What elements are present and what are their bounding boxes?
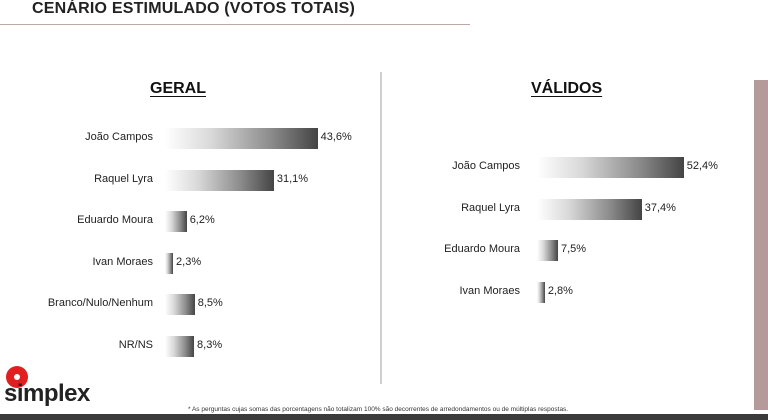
title-underline (0, 24, 470, 25)
bar-label: Ivan Moraes (459, 284, 520, 297)
bar (537, 198, 642, 220)
bar-value-label: 8,5% (197, 297, 223, 309)
bar (165, 128, 318, 149)
bar-value-label: 6,2% (189, 214, 215, 226)
bar-value-label: 7,5% (561, 243, 587, 255)
bar-label: Raquel Lyra (94, 172, 153, 185)
side-accent-bar (754, 80, 768, 410)
simplex-logo: simplex (4, 366, 94, 410)
bar (165, 169, 274, 191)
bar (165, 252, 174, 274)
chart-title-validos: VÁLIDOS (531, 80, 603, 97)
bar-value-label: 2,3% (176, 255, 202, 268)
bar-value-label: 31,1% (276, 172, 309, 185)
bar (537, 281, 545, 303)
bar-value-label: 43,6% (320, 131, 352, 143)
bar-value-label: 2,8% (547, 284, 573, 297)
bar (165, 211, 187, 232)
bar (537, 240, 558, 261)
bar (165, 294, 195, 315)
bar (165, 335, 195, 357)
footnote: * As perguntas cujas somas das porcentag… (188, 406, 569, 413)
bar-label: Ivan Moraes (92, 255, 153, 268)
bar-label: NR/NS (118, 338, 153, 351)
bar-label: João Campos (452, 160, 520, 172)
panel-divider (380, 72, 382, 384)
bar-label: João Campos (85, 131, 153, 143)
bar-value-label: 37,4% (644, 201, 676, 214)
page-title: CENÁRIO ESTIMULADO (VOTOS TOTAIS) (32, 0, 356, 17)
bottom-rule (0, 414, 768, 420)
logo-dot-icon (6, 366, 28, 388)
logo-text: simplex (4, 380, 90, 407)
bar-label: Eduardo Moura (77, 214, 153, 226)
bar-label: Raquel Lyra (461, 201, 520, 214)
bar (537, 157, 684, 178)
bar-label: Branco/Nulo/Nenhum (47, 297, 153, 309)
bar-label: Eduardo Moura (444, 243, 520, 255)
bar-value-label: 8,3% (197, 338, 223, 351)
chart-title-geral: GERAL (150, 80, 206, 97)
bar-value-label: 52,4% (686, 160, 718, 172)
